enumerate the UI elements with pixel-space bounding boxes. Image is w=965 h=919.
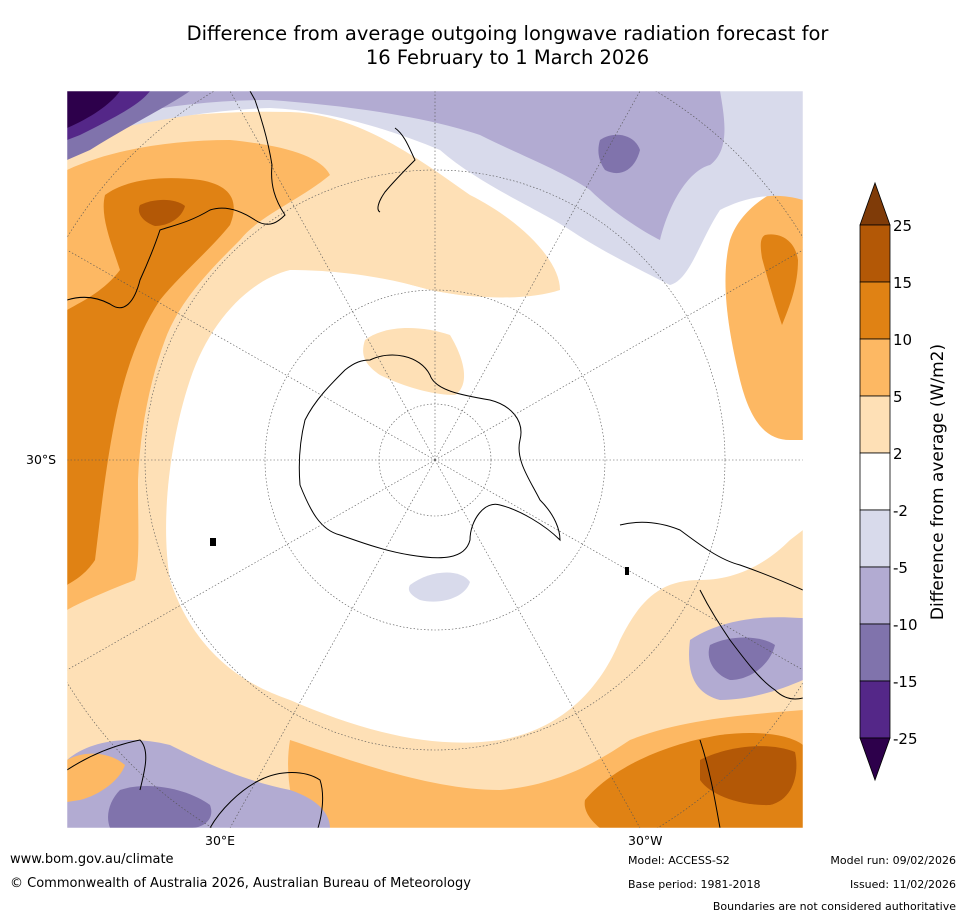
colorbar-tick-label: 15: [893, 274, 912, 292]
anomaly-region-africa-positive: [67, 753, 125, 802]
newzealand-coastline: [377, 127, 416, 213]
colorbar-tick-label: -2: [893, 502, 908, 520]
lon-label-30w: 30°W: [628, 833, 663, 848]
australia-coastline: [67, 91, 286, 309]
colorbar-band: [859, 395, 891, 454]
anomaly-region-top-negative-5-10: [67, 91, 725, 240]
anomaly-region-antarctic-peninsula: [363, 328, 465, 395]
antarctica-coastline: [298, 354, 561, 559]
anomaly-region-left-10-15: [67, 178, 234, 585]
title-line-1: Difference from average outgoing longwav…: [186, 22, 829, 45]
africa-coastline: [67, 739, 324, 828]
island-shape: [625, 567, 629, 575]
anomaly-region-pacific-negative: [598, 134, 640, 174]
colorbar-label: Difference from average (W/m2): [928, 344, 948, 620]
southamerica-coastline: [619, 521, 803, 828]
colorbar-tick-label: 2: [893, 445, 903, 463]
colorbar-tick-label: -5: [893, 559, 908, 577]
graticule: [67, 91, 803, 828]
madagascar-island: [210, 538, 216, 546]
anomaly-region-pacific-2-5: [289, 203, 555, 297]
base-period: Base period: 1981-2018: [628, 878, 761, 891]
colorbar-band: [859, 566, 891, 625]
anomaly-region-east-antarctica-negative: [408, 572, 470, 602]
anomaly-region-right-10-15: [760, 234, 798, 325]
colorbar-band: [859, 281, 891, 340]
copyright-text: © Commonwealth of Australia 2026, Austra…: [10, 876, 471, 891]
colorbar-tick-label: -10: [893, 616, 918, 634]
anomaly-region-ring-2-5: [67, 111, 803, 828]
colorbar-tick-label: 5: [893, 388, 903, 406]
colorbar-band: [859, 224, 891, 283]
colorbar-tick-label: 10: [893, 331, 912, 349]
anomaly-region-left-15-25: [138, 199, 185, 226]
title-line-2: 16 February to 1 March 2026: [365, 46, 650, 69]
colorbar-tick-label: -25: [893, 730, 918, 748]
anomaly-region-southamerica-negative-inner: [708, 637, 775, 680]
anomaly-region-neutral-interior: [192, 286, 717, 731]
boundary-disclaimer: Boundaries are not considered authoritat…: [712, 900, 956, 913]
colorbar-tick-label: 25: [893, 217, 912, 235]
model-run-date: Model run: 09/02/2026: [830, 854, 956, 867]
anomaly-region-africa-negative-inner: [108, 785, 212, 828]
lat-label-30s: 30°S: [26, 452, 57, 467]
colorbar-band: [859, 623, 891, 682]
colorbar-ticks: 25 15 10 5 2 -2 -5 -10 -15 -25: [893, 217, 918, 748]
lon-label-30e: 30°E: [205, 833, 236, 848]
colorbar-extend-min: [859, 737, 891, 782]
anomaly-region-top-negative-below-25: [67, 91, 120, 128]
anomaly-region-bottom-15-25: [700, 746, 797, 806]
colorbar-band: [859, 680, 891, 739]
map-frame: [66, 90, 804, 829]
colorbar-tick-label: -15: [893, 673, 918, 691]
chart-title: Difference from average outgoing longwav…: [0, 22, 965, 70]
colorbar-band: [859, 452, 891, 511]
colorbar-band: [859, 509, 891, 568]
colorbar-extend-max: [859, 181, 891, 226]
map-content: [67, 91, 803, 828]
colorbar-band: [859, 338, 891, 397]
website-link[interactable]: www.bom.gov.au/climate: [10, 852, 174, 867]
issued-date: Issued: 11/02/2026: [849, 878, 956, 891]
colorbar-bands: [859, 181, 891, 782]
model-name: Model: ACCESS-S2: [628, 854, 730, 867]
